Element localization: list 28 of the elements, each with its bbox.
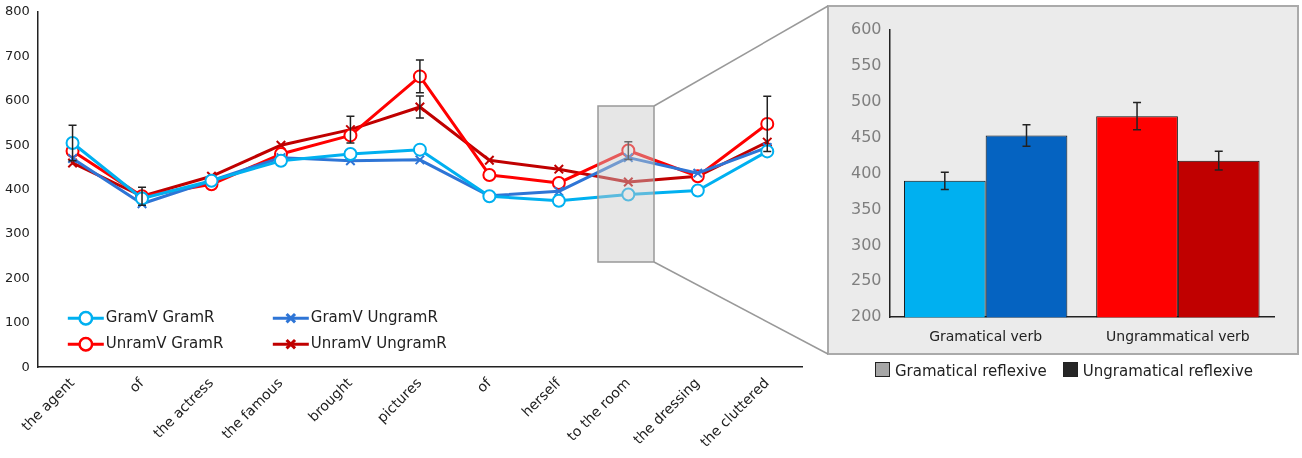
y-tick-label: 500 <box>850 90 882 110</box>
y-tick-label: 200 <box>4 269 30 285</box>
y-tick-label: 0 <box>21 358 30 374</box>
x-tick-label: of <box>125 373 148 396</box>
y-tick-label: 550 <box>850 55 882 75</box>
y-tick-label: 600 <box>4 92 30 108</box>
y-tick-label: 700 <box>4 47 30 63</box>
y-tick-label: 100 <box>4 314 30 330</box>
y-tick-label: 350 <box>850 198 882 218</box>
x-tick-label: Ungrammatical verb <box>1106 328 1250 345</box>
legend-label: UnramV GramR <box>105 334 224 353</box>
legend-label: UnramV UngramR <box>310 334 447 353</box>
x-tick-label: Gramatical verb <box>929 328 1043 345</box>
y-tick-label: 450 <box>850 126 882 146</box>
y-tick-label: 250 <box>850 270 882 290</box>
legend-label: GramV GramR <box>105 308 215 327</box>
x-tick-label: of <box>473 373 495 396</box>
y-tick-label: 500 <box>4 136 30 152</box>
legend-label: GramV UngramR <box>310 308 438 327</box>
y-tick-label: 200 <box>850 306 882 326</box>
y-tick-label: 300 <box>850 234 882 254</box>
y-tick-label: 300 <box>4 225 30 241</box>
y-tick-label: 800 <box>4 3 30 19</box>
series-label: Gramatical reflexive <box>894 362 1047 380</box>
y-tick-label: 400 <box>4 180 30 196</box>
y-tick-label: 600 <box>850 19 882 39</box>
series-label: Ungramatical reflexive <box>1082 362 1254 380</box>
y-tick-label: 400 <box>850 162 882 182</box>
